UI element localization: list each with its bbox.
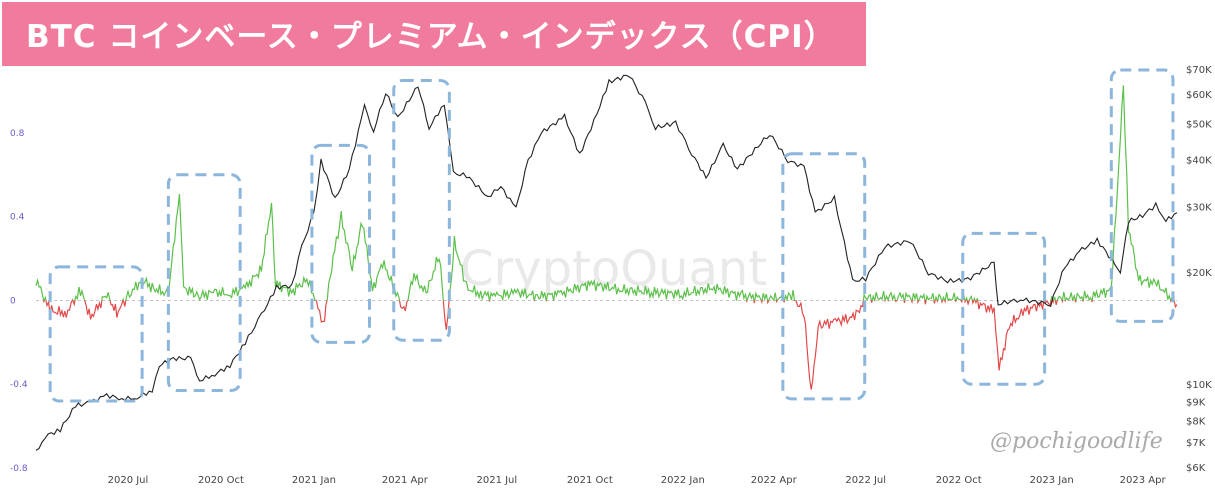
right-axis-tick-label: $20K xyxy=(1186,268,1212,279)
x-axis-tick-label: 2022 Jan xyxy=(661,475,705,486)
premium-negative-line xyxy=(43,300,1178,390)
price-series xyxy=(35,74,1178,451)
right-axis-tick-label: $9K xyxy=(1186,397,1206,408)
right-axis-tick-label: $6K xyxy=(1186,463,1206,474)
right-axis-tick-label: $30K xyxy=(1186,202,1212,213)
title-banner: BTC コインベース・プレミアム・インデックス（CPI） xyxy=(2,2,866,66)
chart-title: BTC コインベース・プレミアム・インデックス（CPI） xyxy=(26,19,836,55)
x-axis-tick-label: 2023 Apr xyxy=(1120,475,1167,486)
left-axis-tick-label: 0.8 xyxy=(10,129,25,139)
right-axis-tick-label: $70K xyxy=(1186,65,1212,76)
left-axis-tick-label: 0.4 xyxy=(10,213,25,223)
highlight-box xyxy=(781,152,867,401)
highlight-box xyxy=(1109,68,1175,323)
x-axis-tick-label: 2020 Oct xyxy=(198,475,244,486)
right-axis: $6K $7K $8K $9K $10K $20K $30K $40K $50K $60K $70K xyxy=(1186,65,1212,474)
highlight-box xyxy=(166,173,242,392)
x-axis-tick-label: 2020 Jul xyxy=(108,475,149,486)
x-axis-tick-label: 2021 Jul xyxy=(476,475,517,486)
x-axis-tick-label: 2021 Jan xyxy=(292,475,336,486)
left-axis-tick-label: -0.4 xyxy=(10,380,28,390)
premium-positive-line xyxy=(35,85,1175,301)
left-axis: -0.8 -0.4 0 0.4 0.8 xyxy=(10,129,28,474)
highlight-box xyxy=(961,231,1047,386)
premium-series xyxy=(35,85,1178,390)
credit-text: @pochigoodlife xyxy=(990,429,1163,454)
x-axis-tick-label: 2022 Oct xyxy=(936,475,982,486)
right-axis-tick-label: $40K xyxy=(1186,156,1212,167)
btc-price-line xyxy=(35,74,1178,451)
right-axis-tick-label: $10K xyxy=(1186,380,1212,391)
right-axis-tick-label: $8K xyxy=(1186,416,1206,427)
x-axis: 2020 Jul 2020 Oct 2021 Jan 2021 Apr 2021 Jul… xyxy=(108,475,1167,486)
x-axis-tick-label: 2023 Jan xyxy=(1030,475,1074,486)
left-axis-tick-label: 0 xyxy=(10,296,16,306)
right-axis-tick-label: $7K xyxy=(1186,438,1206,449)
x-axis-tick-label: 2022 Apr xyxy=(751,475,798,486)
right-axis-tick-label: $50K xyxy=(1186,120,1212,131)
x-axis-tick-label: 2021 Apr xyxy=(382,475,429,486)
highlight-boxes xyxy=(48,68,1175,403)
highlight-box xyxy=(392,78,451,342)
x-axis-tick-label: 2021 Oct xyxy=(567,475,613,486)
x-axis-tick-label: 2022 Jul xyxy=(845,475,886,486)
right-axis-tick-label: $60K xyxy=(1186,90,1212,101)
highlight-box xyxy=(48,265,144,403)
highlight-box xyxy=(310,143,372,344)
left-axis-tick-label: -0.8 xyxy=(10,464,28,474)
